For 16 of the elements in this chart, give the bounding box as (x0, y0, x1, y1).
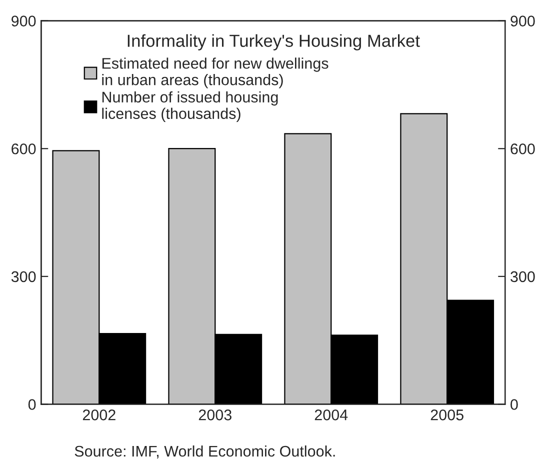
source-note: Source: IMF, World Economic Outlook. (74, 445, 335, 458)
x-tick-label: 2004 (314, 410, 348, 420)
y2-tick-label: 600 (510, 143, 535, 154)
y2-tick-label: 0 (510, 399, 518, 410)
x-tick-label: 2003 (198, 410, 232, 420)
x-tick-label: 2002 (82, 410, 116, 420)
x-tick-label: 2005 (430, 410, 464, 420)
y-tick-label: 0 (28, 399, 36, 410)
legend-label: Estimated need for new dwellings in urban areas (thousands) (102, 58, 328, 88)
y-tick-label: 900 (12, 16, 36, 26)
y2-tick-label: 300 (510, 271, 535, 282)
text: Informality in Turkey's Housing Market (128, 34, 420, 50)
y-tick-label: 600 (12, 143, 36, 154)
legend-label: Number of issued housing licenses (thousands) (102, 91, 278, 122)
y2-tick-label: 900 (510, 16, 535, 26)
y-tick-label: 300 (11, 271, 36, 282)
